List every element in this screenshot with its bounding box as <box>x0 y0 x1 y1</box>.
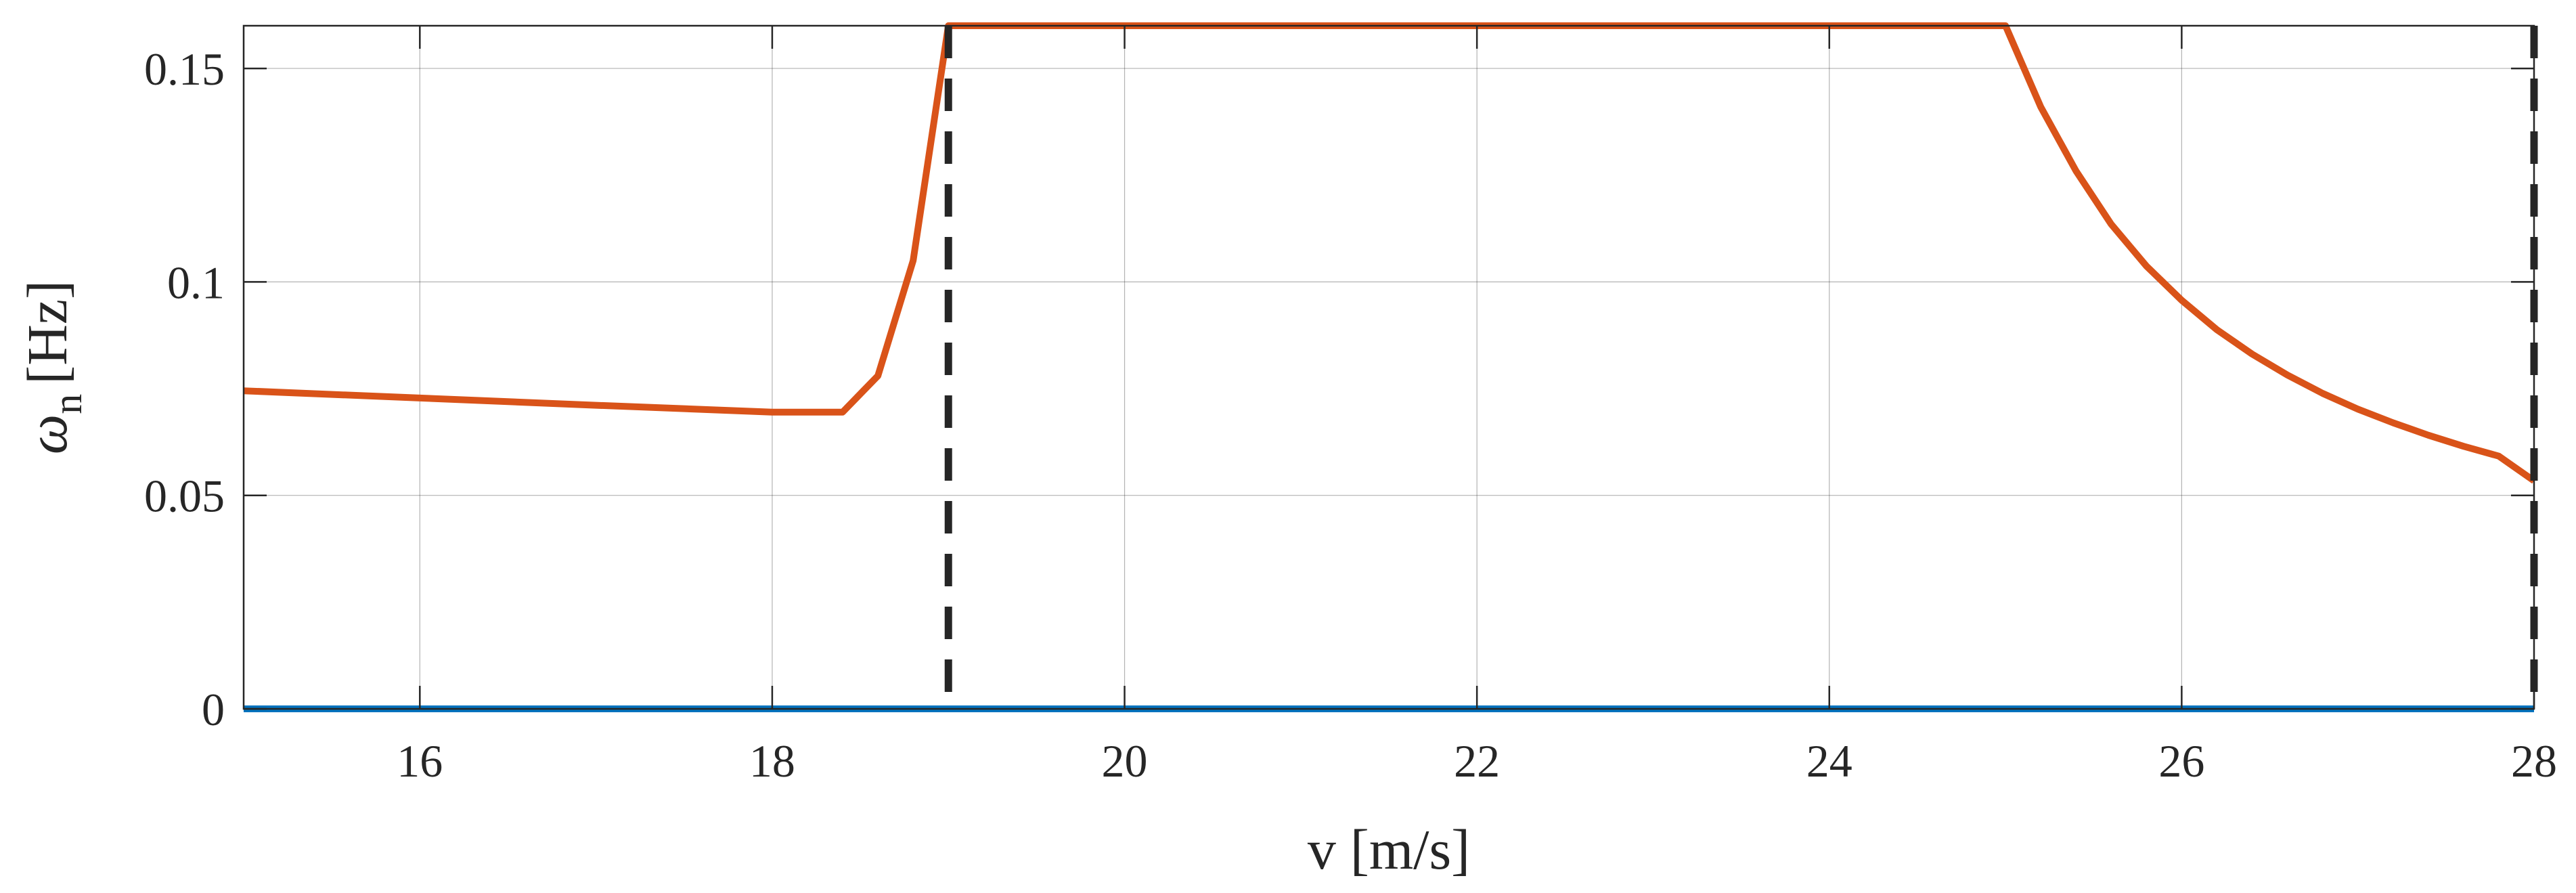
y-axis-label-symbol: ω <box>16 414 79 454</box>
y-axis-label-unit: [Hz] <box>16 280 79 385</box>
x-tick-label: 20 <box>1102 735 1148 787</box>
y-tick-label: 0 <box>202 684 225 735</box>
y-tick-label: 0.1 <box>167 257 225 308</box>
plot-area-border <box>242 24 2535 710</box>
y-axis-label-subscript: n <box>45 394 90 414</box>
y-axis-ticks: 0 0.05 0.1 0.15 <box>144 43 2534 735</box>
y-axis-label: ωn [Hz] <box>16 280 90 454</box>
x-tick-label: 24 <box>1806 735 1852 787</box>
y-tick-label: 0.05 <box>144 471 225 522</box>
y-tick-label: 0.15 <box>144 43 225 95</box>
series-line-2 <box>243 22 2536 484</box>
x-tick-label: 18 <box>749 735 795 787</box>
x-axis-label: v [m/s] <box>1308 819 1470 881</box>
x-tick-label: 26 <box>2158 735 2204 787</box>
x-tick-label: 22 <box>1454 735 1500 787</box>
x-tick-label: 28 <box>2511 735 2557 787</box>
x-axis-ticks: 16 18 20 22 24 26 28 <box>397 26 2557 787</box>
x-tick-label: 16 <box>397 735 443 787</box>
grid-lines <box>244 26 2535 709</box>
